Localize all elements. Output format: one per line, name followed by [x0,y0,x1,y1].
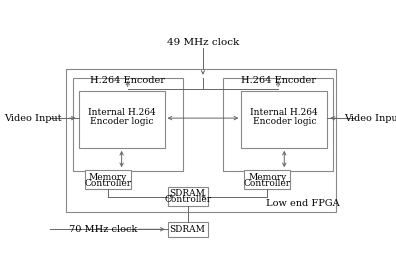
Text: Controller: Controller [164,195,211,205]
Text: Internal H.264: Internal H.264 [88,108,156,117]
Text: SDRAM: SDRAM [169,225,206,234]
Bar [72,78,183,171]
Text: Memory: Memory [248,173,287,182]
Bar [79,91,165,148]
Text: Encoder logic: Encoder logic [90,117,153,126]
Text: Encoder logic: Encoder logic [253,117,316,126]
Bar [168,222,208,237]
Bar [85,170,131,189]
Text: Memory: Memory [89,173,127,182]
Text: Internal H.264: Internal H.264 [250,108,318,117]
Bar [244,170,290,189]
Text: H.264 Encoder: H.264 Encoder [241,76,316,86]
Text: SDRAM: SDRAM [169,189,206,198]
Bar [223,78,333,171]
Text: 49 MHz clock: 49 MHz clock [167,38,239,47]
Text: Controller: Controller [244,179,291,188]
Text: H.264 Encoder: H.264 Encoder [90,76,165,86]
Text: Video Input: Video Input [344,114,396,123]
Text: Low end FPGA: Low end FPGA [266,199,339,208]
Bar [168,187,208,206]
Bar [67,69,337,212]
Text: Controller: Controller [84,179,131,188]
Text: 70 MHz clock: 70 MHz clock [69,225,137,234]
Bar [241,91,327,148]
Text: Video Input: Video Input [4,114,62,123]
